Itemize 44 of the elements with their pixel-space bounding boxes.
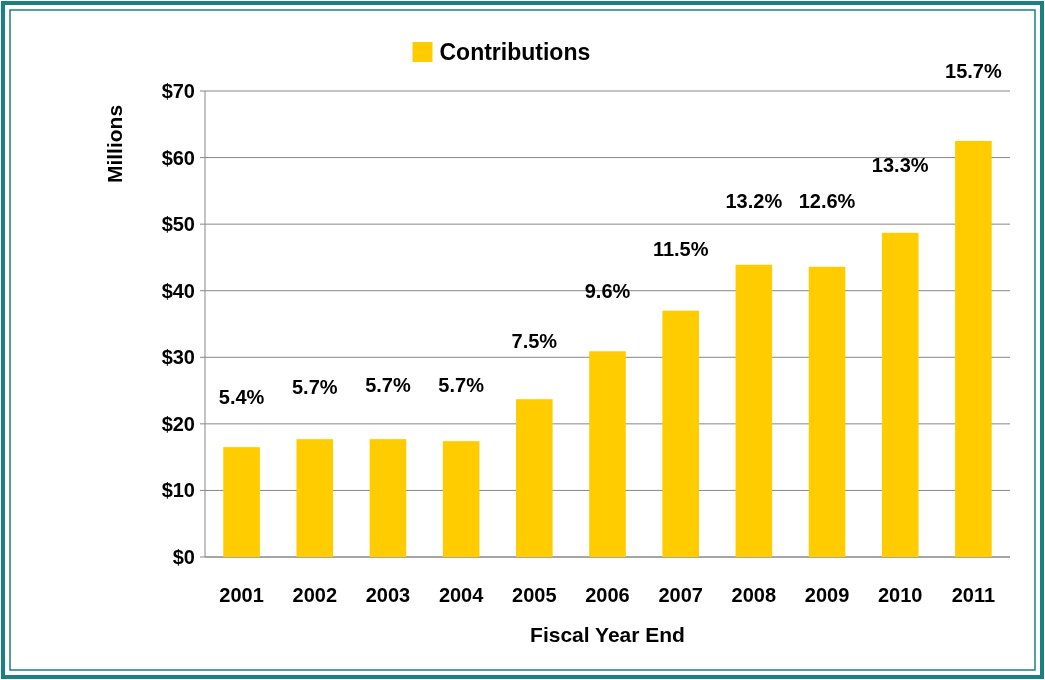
bar <box>955 140 992 557</box>
annotation: 5.7% <box>291 376 338 399</box>
legend-label: Contributions <box>439 39 591 66</box>
annotation: 5.4% <box>218 386 265 409</box>
x-tick-label: 2004 <box>438 584 485 606</box>
annotation: 13.3% <box>871 153 929 176</box>
bar <box>735 264 773 557</box>
x-tick-label: 2008 <box>731 584 777 606</box>
x-tick-label: 2010 <box>877 584 923 606</box>
annotation: 13.2% <box>725 189 783 212</box>
y-tick-label: $0 <box>172 546 195 568</box>
x-tick-label: 2005 <box>512 584 557 606</box>
y-axis-title: Millions <box>103 104 126 184</box>
annotation: 9.6% <box>584 280 631 303</box>
annotation: 5.7% <box>365 374 411 397</box>
y-tick-label: $40 <box>161 279 195 302</box>
y-tick-label: $50 <box>161 213 195 236</box>
x-tick-label: 2009 <box>804 584 850 606</box>
y-tick-label: $10 <box>161 479 195 502</box>
annotation: 7.5% <box>511 330 558 353</box>
annotation: 11.5% <box>652 237 709 260</box>
bar <box>296 439 334 557</box>
bar <box>442 441 480 557</box>
x-tick-label: 2003 <box>365 584 411 606</box>
y-tick-label: $70 <box>161 80 195 102</box>
x-tick-label: 2002 <box>292 584 338 606</box>
bar <box>223 447 260 557</box>
x-tick-label: 2006 <box>585 584 630 606</box>
bar <box>881 232 919 557</box>
bar <box>369 439 407 557</box>
annotation: 12.6% <box>798 189 856 212</box>
y-tick-label: $30 <box>161 346 195 369</box>
text: 15.7% <box>945 59 1002 82</box>
bar <box>516 399 553 557</box>
y-tick-label: $60 <box>161 146 195 169</box>
x-tick-label: 2007 <box>658 584 703 606</box>
bar <box>662 310 699 557</box>
x-tick-label: 2011 <box>951 584 996 606</box>
x-axis-title: Fiscal Year End <box>530 623 685 646</box>
annotation: 5.7% <box>438 374 485 397</box>
bar <box>589 351 626 557</box>
bar <box>808 266 846 557</box>
x-tick-label: 2001 <box>219 584 264 606</box>
y-tick-label: $20 <box>161 412 195 435</box>
